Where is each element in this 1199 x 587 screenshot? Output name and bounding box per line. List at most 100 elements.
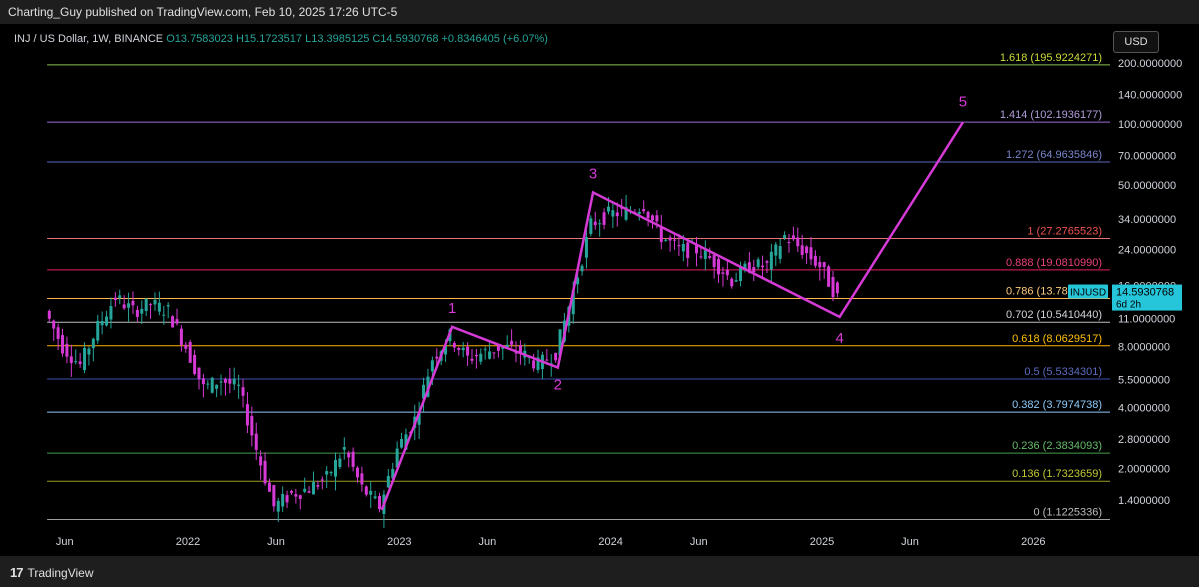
- candle-body: [179, 328, 183, 345]
- elliott-wave[interactable]: 1 2 3 4 5: [380, 93, 967, 511]
- price-tag-symbol: INJUSD: [1070, 288, 1106, 299]
- candle-body: [223, 379, 227, 383]
- currency-button[interactable]: USD: [1113, 31, 1159, 53]
- candle-body: [681, 243, 685, 252]
- fib-level-label: 1.414 (102.1936177): [1000, 109, 1102, 121]
- candle-body: [65, 343, 69, 357]
- candle-body: [422, 384, 426, 399]
- fib-level-label: 0 (1.1225336): [1034, 506, 1103, 518]
- candle-body: [813, 255, 817, 266]
- candle-body: [140, 308, 144, 314]
- candle-body: [452, 343, 456, 348]
- fib-level-label: 1 (27.2765523): [1027, 225, 1102, 237]
- candle-body: [721, 272, 725, 274]
- candle-body: [47, 310, 51, 319]
- candle-body: [624, 207, 628, 220]
- fib-retracement[interactable]: 1.618 (195.9224271) 1.414 (102.1936177) 1.…: [47, 52, 1110, 520]
- price-tick-label: 140.0000000: [1118, 89, 1182, 101]
- candle-body: [457, 348, 461, 350]
- candle-body: [127, 303, 131, 308]
- candle-body: [404, 434, 408, 450]
- candle-body: [668, 237, 672, 241]
- candle-body: [650, 215, 654, 221]
- candle-body: [584, 237, 588, 258]
- candle-body: [289, 491, 293, 493]
- wave-line: [380, 121, 964, 511]
- candle-body: [809, 247, 813, 260]
- candle-body: [822, 262, 826, 268]
- candle-body: [250, 416, 254, 436]
- candle-body: [400, 439, 404, 448]
- candle-body: [131, 300, 135, 306]
- candle-body: [677, 245, 681, 247]
- time-axis[interactable]: Jun 2022 Jun 2023 Jun 2024 Jun 2025 Jun 2026: [56, 536, 1046, 548]
- price-tick-label: 70.0000000: [1118, 150, 1176, 162]
- candle-body: [395, 448, 399, 468]
- price-tick-label: 1.4000000: [1118, 495, 1170, 507]
- ohlc-high: H15.1723517: [235, 33, 303, 45]
- wave-label: 3: [589, 165, 597, 182]
- candle-body: [61, 335, 65, 354]
- time-tick-label: 2025: [810, 536, 834, 548]
- candle-body: [664, 239, 668, 241]
- candle-body: [171, 316, 175, 328]
- candle-body: [237, 384, 241, 386]
- candle-body: [589, 218, 593, 234]
- candle-body: [52, 320, 56, 329]
- candle-body: [470, 358, 474, 361]
- candle-body: [492, 352, 496, 354]
- time-tick-label: 2023: [387, 536, 411, 548]
- wave-label: 5: [959, 93, 967, 110]
- candle-body: [743, 263, 747, 271]
- candle-body: [329, 472, 333, 474]
- candle-body: [606, 206, 610, 212]
- candle-body: [197, 367, 201, 379]
- candle-body: [695, 245, 699, 254]
- candle-body: [351, 451, 355, 467]
- candle-body: [417, 412, 421, 425]
- candle-body: [598, 223, 602, 225]
- candle-body: [791, 235, 795, 240]
- price-chart[interactable]: 1.618 (195.9224271) 1.414 (102.1936177) 1.…: [0, 0, 1199, 556]
- tradingview-brand: TradingView: [27, 565, 94, 580]
- candle-body: [712, 254, 716, 268]
- candle-body: [135, 309, 139, 317]
- chart-area[interactable]: [6, 26, 1111, 552]
- fib-level-label: 0.236 (2.3834093): [1012, 440, 1102, 452]
- candle-body: [831, 276, 835, 298]
- candle-body: [325, 471, 329, 475]
- candle-body: [69, 356, 73, 364]
- price-tick-label: 4.0000000: [1118, 403, 1170, 415]
- price-tick-label: 5.5000000: [1118, 374, 1170, 386]
- candle-body: [474, 354, 478, 357]
- candle-body: [298, 495, 302, 499]
- candle-body: [655, 215, 659, 222]
- candle-body: [153, 299, 157, 305]
- time-tick-label: 2026: [1021, 536, 1045, 548]
- candle-body: [505, 344, 509, 348]
- candle-body: [593, 221, 597, 226]
- candle-body: [611, 210, 615, 217]
- candle-body: [188, 342, 192, 363]
- symbol-legend[interactable]: INJ / US Dollar, 1W, BINANCE O13.7583023…: [14, 33, 548, 45]
- candle-body: [536, 357, 540, 370]
- price-axis[interactable]: 200.0000000 140.0000000 100.0000000 70.0000…: [1118, 58, 1182, 507]
- footer: 17 TradingView: [0, 556, 1199, 587]
- candle-body: [386, 475, 390, 488]
- tradingview-logo[interactable]: 17 TradingView: [10, 565, 94, 580]
- candle-body: [364, 486, 368, 495]
- candle-body: [708, 256, 712, 258]
- price-tick-label: 8.0000000: [1118, 341, 1170, 353]
- ohlc-open: O13.7583023: [166, 33, 233, 45]
- publish-header: Charting_Guy published on TradingView.co…: [0, 0, 1199, 24]
- candle-body: [215, 384, 219, 389]
- candle-body: [232, 378, 236, 385]
- candle-body: [369, 490, 373, 495]
- candle-body: [342, 447, 346, 450]
- candle-body: [717, 258, 721, 275]
- candle-body: [157, 302, 161, 312]
- candle-body: [166, 305, 170, 307]
- candle-body: [699, 256, 703, 258]
- candle-body: [659, 226, 663, 242]
